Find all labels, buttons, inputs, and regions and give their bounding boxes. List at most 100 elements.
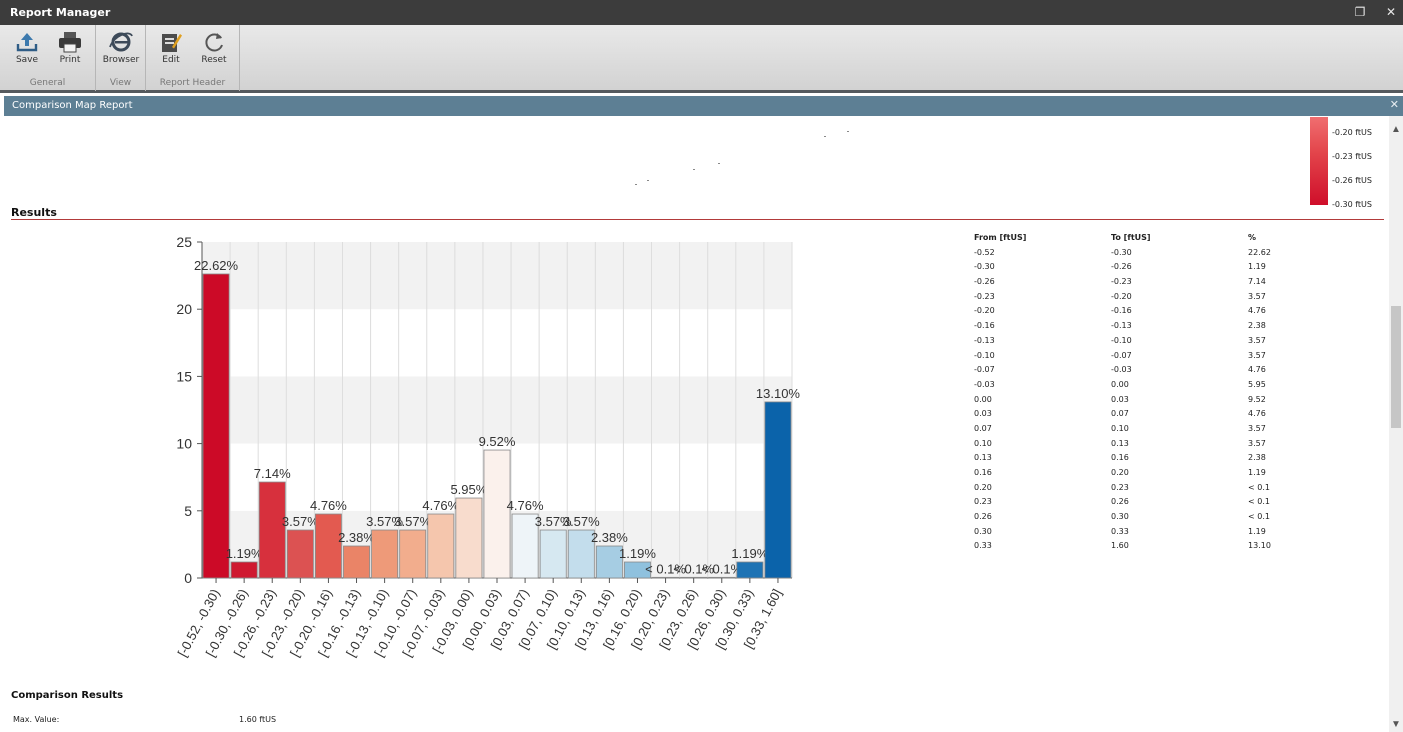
bar-data-label: 2.38% [591, 530, 628, 545]
table-cell-from: -0.16 [974, 321, 995, 331]
table-cell-percent: < 0.1 [1248, 482, 1270, 492]
browser-icon [109, 32, 133, 52]
bar-data-label: 2.38% [338, 530, 375, 545]
results-divider [11, 219, 1384, 220]
table-cell-to: 0.30 [1111, 512, 1129, 522]
table-cell-to: -0.23 [1111, 277, 1132, 287]
table-cell-from: -0.20 [974, 306, 995, 316]
y-tick-label: 5 [184, 503, 192, 519]
report-panel-header: Comparison Map Report ✕ [4, 96, 1403, 116]
scroll-down-arrow-icon[interactable]: ▼ [1391, 719, 1401, 730]
browser-button[interactable]: Browser [101, 29, 141, 69]
ribbon-group-label-report-header: Report Header [159, 78, 226, 88]
results-title: Results [11, 206, 57, 219]
table-cell-percent: 2.38 [1248, 453, 1266, 463]
histogram-bar [511, 513, 539, 579]
table-cell-from: 0.30 [974, 526, 992, 536]
print-button[interactable]: Print [50, 29, 90, 69]
table-header-from: From [ftUS] [974, 233, 1027, 242]
histogram-bar [202, 273, 230, 579]
histogram-bar [427, 513, 455, 579]
table-cell-from: -0.10 [974, 350, 995, 360]
map-point [635, 184, 637, 185]
table-cell-to: -0.16 [1111, 306, 1132, 316]
table-cell-percent: 9.52 [1248, 394, 1266, 404]
max-value: 1.60 ftUS [239, 715, 277, 724]
table-cell-to: -0.26 [1111, 262, 1132, 272]
table-cell-from: -0.23 [974, 291, 995, 301]
table-cell-percent: 1.19 [1248, 262, 1266, 272]
bar-data-label: 1.19% [226, 546, 263, 561]
vertical-scrollbar[interactable]: ▲ ▼ [1389, 116, 1403, 732]
table-cell-to: -0.30 [1111, 247, 1132, 257]
bar-data-label: 3.57% [282, 514, 319, 529]
scroll-thumb[interactable] [1391, 306, 1401, 428]
print-label: Print [59, 55, 81, 65]
histogram-bar [483, 449, 511, 579]
table-cell-to: 0.00 [1111, 379, 1129, 389]
histogram-bar [230, 561, 258, 579]
bar-data-label: 3.57% [394, 514, 431, 529]
reset-label: Reset [201, 55, 227, 65]
histogram-bar [567, 529, 595, 579]
histogram-bar [539, 529, 567, 579]
histogram-bar [286, 529, 314, 579]
histogram-bar [343, 545, 370, 579]
table-cell-to: -0.10 [1111, 335, 1132, 345]
bar-data-label: 7.14% [254, 466, 291, 481]
table-cell-to: 0.07 [1111, 409, 1129, 419]
ribbon-group-report-header: Edit Reset Report Header [146, 25, 240, 91]
close-window-button[interactable]: ✕ [1385, 5, 1397, 19]
table-cell-percent: 1.19 [1248, 468, 1266, 477]
table-cell-from: -0.52 [974, 247, 995, 257]
table-cell-from: 0.33 [974, 541, 992, 551]
histogram-bar [736, 561, 764, 579]
save-icon [16, 33, 38, 52]
table-cell-from: 0.03 [974, 409, 992, 419]
grid-band [202, 309, 792, 377]
restore-window-button[interactable]: ❐ [1354, 5, 1366, 19]
map-point [847, 131, 849, 132]
table-header-to: To [ftUS] [1111, 233, 1151, 242]
bar-data-label: 5.95% [450, 482, 487, 497]
y-tick-label: 25 [176, 234, 192, 250]
table-cell-to: 0.13 [1111, 438, 1129, 448]
comparison-results-title: Comparison Results [11, 690, 124, 701]
max-value-label: Max. Value: [13, 715, 60, 724]
legend-label: -0.20 ftUS [1332, 128, 1372, 137]
map-point [693, 169, 695, 170]
y-tick-label: 20 [176, 301, 192, 317]
close-panel-button[interactable]: ✕ [1389, 99, 1399, 111]
table-cell-percent: 4.76 [1248, 409, 1266, 419]
histogram-bar [371, 529, 399, 579]
table-cell-to: -0.03 [1111, 365, 1132, 375]
y-tick-label: 10 [176, 436, 192, 452]
table-cell-from: -0.07 [974, 365, 995, 375]
bar-data-label: < 0.1% [645, 561, 686, 576]
table-cell-percent: 4.76 [1248, 306, 1266, 316]
table-cell-percent: 3.57 [1248, 335, 1266, 345]
histogram-bar [258, 481, 286, 579]
histogram-bar [764, 401, 792, 579]
save-button[interactable]: Save [7, 29, 47, 69]
printer-icon [59, 32, 81, 53]
ribbon-toolbar: Save Print General Browser View [0, 25, 1403, 93]
table-cell-from: 0.00 [974, 394, 992, 404]
table-cell-from: 0.10 [974, 438, 992, 448]
reset-button[interactable]: Reset [194, 29, 234, 69]
edit-button[interactable]: Edit [151, 29, 191, 69]
window-title: Report Manager [10, 6, 111, 19]
bar-data-label: 13.10% [756, 386, 801, 401]
table-cell-from: 0.07 [974, 423, 992, 433]
browser-label: Browser [102, 55, 140, 65]
table-cell-from: 0.26 [974, 512, 992, 522]
scroll-up-arrow-icon[interactable]: ▲ [1391, 124, 1401, 135]
table-cell-from: 0.23 [974, 497, 992, 507]
table-cell-to: 0.10 [1111, 423, 1129, 433]
map-point [824, 136, 826, 137]
bar-data-label: 4.76% [310, 498, 347, 513]
table-cell-percent: < 0.1 [1248, 512, 1270, 522]
table-cell-percent: 3.57 [1248, 350, 1266, 360]
table-cell-to: 0.03 [1111, 394, 1129, 404]
